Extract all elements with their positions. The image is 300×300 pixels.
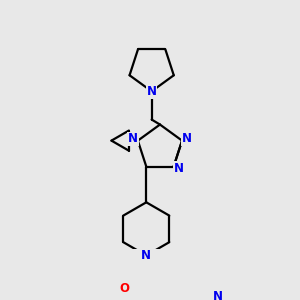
Text: N: N xyxy=(147,85,157,98)
Text: N: N xyxy=(141,249,151,262)
Text: O: O xyxy=(120,282,130,295)
Text: N: N xyxy=(128,133,138,146)
Text: N: N xyxy=(182,133,192,146)
Text: N: N xyxy=(174,162,184,175)
Text: N: N xyxy=(213,290,223,300)
